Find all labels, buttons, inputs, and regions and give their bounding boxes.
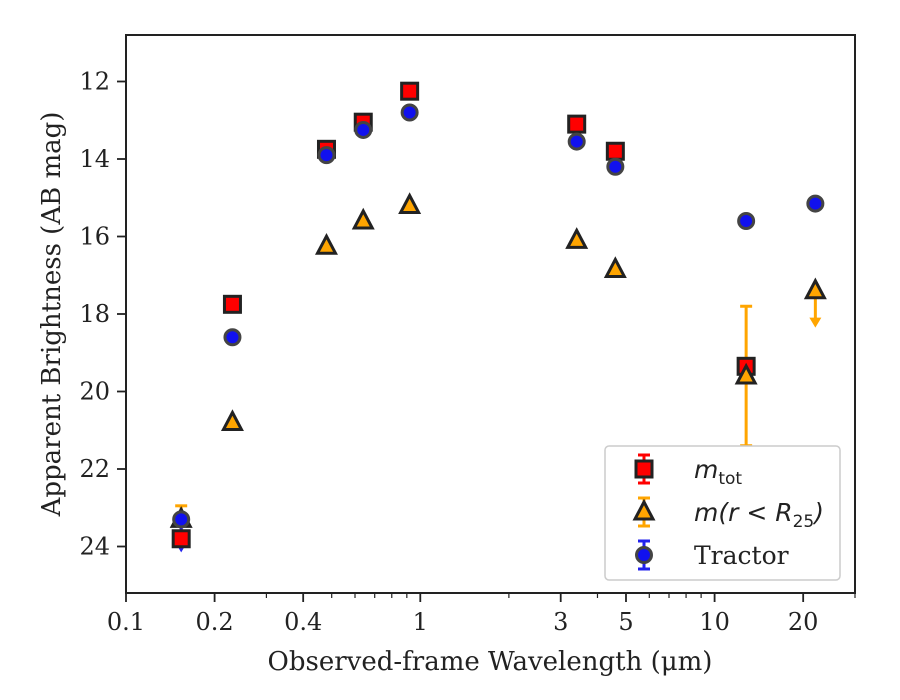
y-tick-label: 22 bbox=[79, 455, 110, 483]
tractor-point bbox=[317, 146, 336, 165]
x-tick-label: 0.1 bbox=[107, 608, 145, 636]
tractor-point bbox=[567, 132, 586, 151]
y-tick-label: 14 bbox=[79, 145, 110, 173]
legend-label-mr25: m(r < R25) bbox=[694, 498, 824, 532]
mr25-point bbox=[351, 207, 375, 230]
x-tick-label: 20 bbox=[788, 608, 819, 636]
x-tick-label: 0.2 bbox=[196, 608, 234, 636]
mr25-point bbox=[398, 192, 422, 214]
legend-label-mtot: mtot bbox=[694, 455, 742, 489]
x-tick-label: 10 bbox=[699, 608, 730, 636]
y-tick-label: 24 bbox=[79, 533, 110, 561]
mr25-point bbox=[803, 277, 827, 300]
mtot-point bbox=[605, 141, 625, 161]
x-tick-label: 5 bbox=[618, 608, 633, 636]
x-tick-label: 0.4 bbox=[284, 608, 322, 636]
tractor-point bbox=[172, 510, 191, 529]
mtot-point bbox=[222, 294, 242, 314]
mtot-point bbox=[400, 81, 420, 101]
mr25-point bbox=[565, 227, 589, 249]
tractor-point bbox=[354, 120, 373, 139]
legend-label-tractor: Tractor bbox=[694, 541, 789, 570]
plot-frame bbox=[125, 34, 856, 594]
mtot-point bbox=[171, 529, 191, 549]
tractor-point bbox=[223, 328, 242, 347]
legend: mtot m(r < R25) Tractor bbox=[604, 445, 841, 581]
y-tick-label: 20 bbox=[79, 378, 110, 406]
tractor-point bbox=[400, 103, 419, 122]
y-tick-label: 12 bbox=[79, 68, 110, 96]
y-tick-label: 16 bbox=[79, 223, 110, 251]
x-axis-label: Observed-frame Wavelength (μm) bbox=[268, 647, 713, 677]
x-tick-label: 3 bbox=[553, 608, 568, 636]
ticks-layer: 0.1 0.2 0.4 1 3 5 10 20 12 14 16 18 20 22 24 bbox=[79, 68, 856, 636]
data-layer bbox=[169, 81, 827, 553]
tractor-point bbox=[606, 157, 625, 176]
y-tick-label: 18 bbox=[79, 300, 110, 328]
tractor-point bbox=[737, 212, 756, 230]
y-axis-label: Apparent Brightness (AB mag) bbox=[37, 112, 67, 518]
mtot-point bbox=[567, 114, 587, 134]
tractor-point bbox=[806, 194, 825, 213]
mr25-point bbox=[603, 256, 627, 278]
mr25-limit-arrow bbox=[809, 317, 822, 328]
x-tick-label: 1 bbox=[413, 608, 428, 636]
mr25-point bbox=[220, 409, 244, 431]
mr25-point bbox=[734, 362, 758, 385]
mr25-point bbox=[314, 232, 338, 255]
legend-marker-tractor bbox=[635, 546, 653, 564]
legend-marker-mr25 bbox=[632, 498, 656, 521]
legend-box bbox=[604, 445, 841, 581]
legend-marker-mtot bbox=[634, 459, 654, 479]
